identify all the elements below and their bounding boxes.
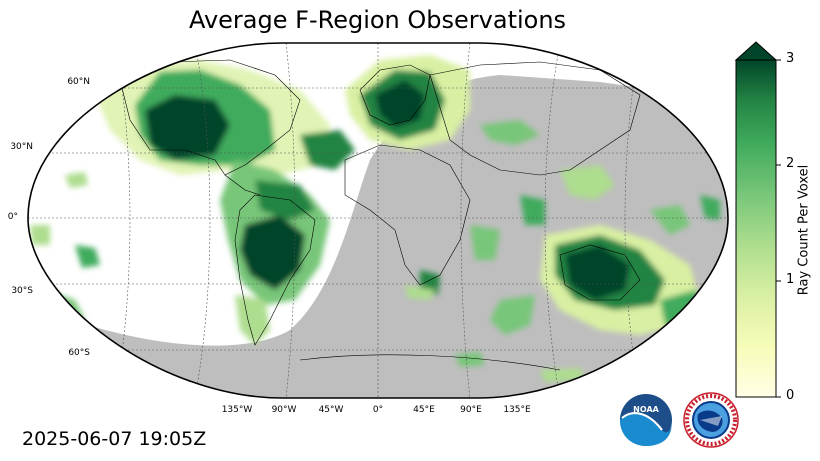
colorbar-label: Ray Count Per Voxel (796, 164, 812, 296)
colorbar-tick-3: 3 (786, 51, 795, 66)
lat-label-30s: 30°S (11, 286, 33, 296)
night-shade (28, 43, 728, 398)
lon-label-0: 0° (373, 405, 383, 415)
lat-label-60s: 60°S (68, 348, 90, 358)
map-content (28, 43, 728, 398)
lat-label-60n: 60°N (67, 77, 90, 87)
colorbar-extend-arrow (734, 41, 778, 61)
colorbar (734, 41, 781, 398)
svg-text:NOAA: NOAA (633, 405, 659, 414)
lon-label-135e: 135°E (503, 405, 531, 415)
nws-logo (683, 392, 739, 448)
lon-label-45e: 45°E (413, 405, 435, 415)
lon-label-90w: 90°W (272, 405, 297, 415)
colorbar-gradient (735, 59, 777, 398)
lat-label-30n: 30°N (10, 142, 33, 152)
coastlines (119, 59, 641, 371)
lat-label-0: 0° (8, 212, 18, 222)
colorbar-tick-0: 0 (786, 388, 795, 403)
colorbar-tick-1: 1 (786, 272, 795, 287)
map-title: Average F-Region Observations (188, 6, 567, 34)
timestamp: 2025-06-07 19:05Z (22, 428, 207, 450)
globe-outline (27, 42, 729, 399)
lon-label-45w: 45°W (319, 405, 344, 415)
colorbar-tick-2: 2 (786, 156, 795, 171)
graticule (28, 43, 728, 398)
noaa-logo: NOAA (620, 394, 672, 446)
lon-label-90e: 90°E (460, 405, 482, 415)
coverage-layer (30, 55, 720, 382)
lon-label-135w: 135°W (222, 405, 253, 415)
